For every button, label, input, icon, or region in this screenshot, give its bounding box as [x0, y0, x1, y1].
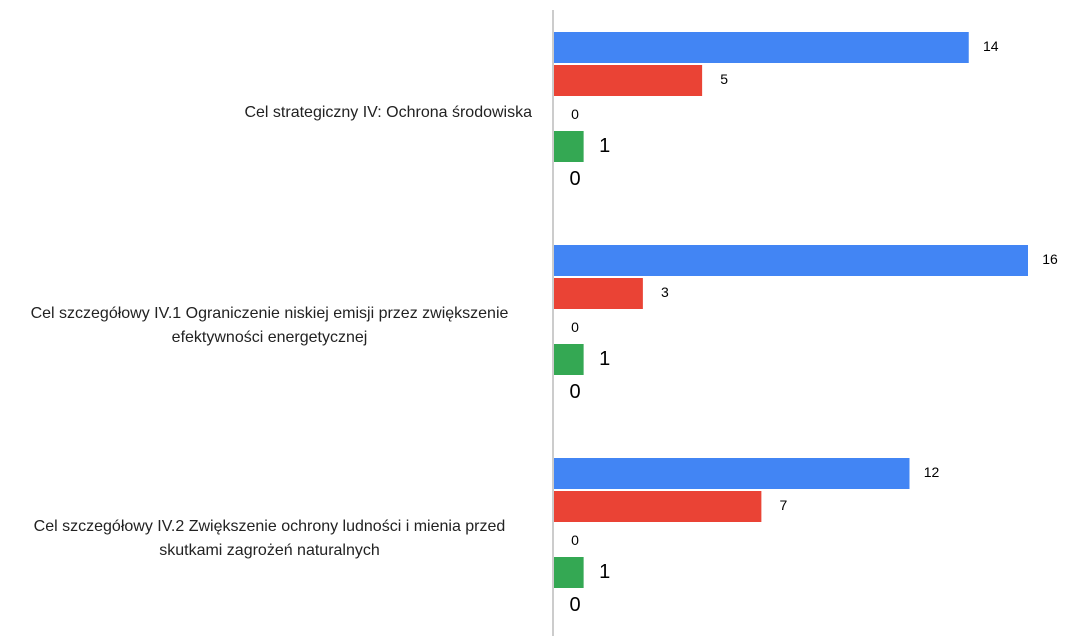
data-label: 7: [779, 497, 787, 513]
bar: [554, 65, 703, 96]
bar: [554, 344, 584, 375]
data-label: 1: [599, 135, 610, 157]
bar: [554, 131, 584, 162]
bar: [554, 458, 910, 489]
data-label: 3: [661, 284, 669, 300]
bar: [554, 557, 584, 588]
data-label: 12: [924, 464, 940, 480]
data-label: 14: [983, 38, 999, 54]
category-label: Cel szczegółowy IV.1 Ograniczenie niskie…: [30, 305, 509, 346]
data-label: 0: [571, 106, 579, 122]
bar: [554, 491, 762, 522]
data-label: 1: [599, 348, 610, 370]
data-label: 0: [571, 532, 579, 548]
data-label: 1: [599, 561, 610, 583]
category-label: Cel szczegółowy IV.2 Zwiększenie ochrony…: [33, 518, 506, 559]
category-label: Cel strategiczny IV: Ochrona środowiska: [244, 104, 532, 121]
bar: [554, 245, 1028, 276]
data-label: 0: [571, 319, 579, 335]
data-label: 16: [1042, 251, 1058, 267]
data-label: 5: [720, 71, 728, 87]
bar: [554, 278, 643, 309]
data-label: 0: [569, 168, 580, 190]
data-label: 0: [569, 381, 580, 403]
data-label: 0: [569, 594, 580, 616]
bar: [554, 32, 969, 63]
